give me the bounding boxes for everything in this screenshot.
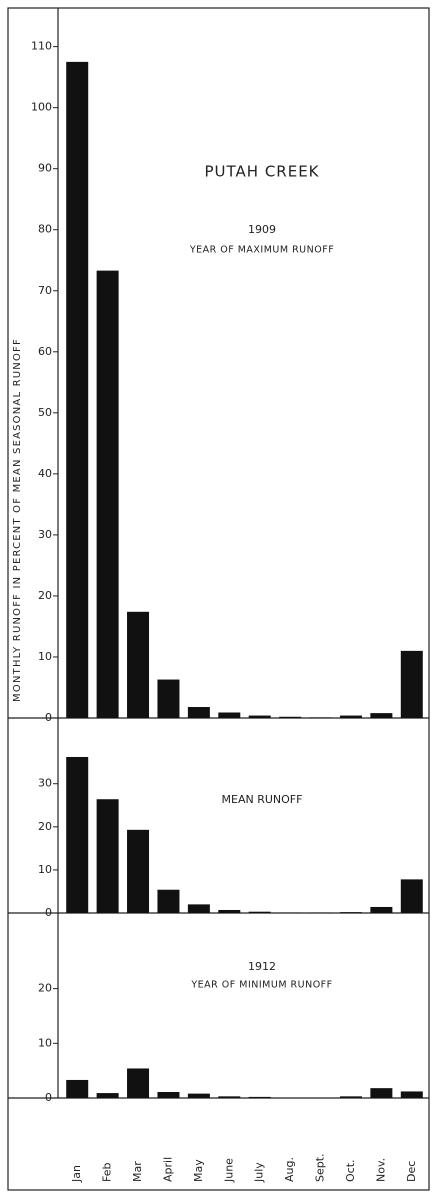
panel-subtitle: 1909 (248, 223, 276, 236)
bar (96, 799, 119, 913)
bar (66, 1079, 89, 1098)
panel-caption: YEAR OF MINIMUM RUNOFF (190, 980, 332, 991)
x-tick-label: May (192, 1159, 205, 1182)
y-tick-label: 0 (45, 711, 52, 724)
bar (400, 1091, 423, 1098)
bar (370, 1088, 393, 1098)
x-tick-label: Mar (131, 1161, 144, 1182)
x-tick-label: Sept. (314, 1153, 327, 1182)
bar (248, 715, 271, 718)
y-tick-label: 20 (38, 589, 52, 602)
bar (157, 1091, 180, 1098)
x-tick-label: Oct. (344, 1159, 357, 1182)
bar (187, 707, 210, 718)
bar (218, 712, 241, 718)
bar (400, 879, 423, 913)
x-tick-label: April (161, 1157, 174, 1182)
x-tick-label: July (253, 1162, 266, 1183)
bar (127, 611, 150, 718)
bar (96, 270, 119, 718)
y-tick-label: 10 (38, 863, 52, 876)
bar (370, 713, 393, 718)
bar (157, 889, 180, 913)
bar (218, 909, 241, 913)
y-tick-label: 30 (38, 528, 52, 541)
y-tick-label: 20 (38, 982, 52, 995)
y-axis-label: MONTHLY RUNOFF IN PERCENT OF MEAN SEASON… (12, 338, 23, 702)
bar (66, 61, 89, 718)
y-tick-label: 10 (38, 1036, 52, 1049)
bar (248, 1096, 271, 1098)
x-tick-label: Aug. (283, 1157, 296, 1182)
bar (400, 650, 423, 718)
y-tick-label: 30 (38, 777, 52, 790)
panel-subtitle: 1912 (248, 960, 276, 973)
bar (157, 679, 180, 718)
bar (339, 1096, 362, 1098)
bar (339, 912, 362, 913)
bar (127, 829, 150, 913)
y-tick-label: 50 (38, 406, 52, 419)
bar (66, 756, 89, 913)
bar (370, 906, 393, 913)
panel-subtitle: MEAN RUNOFF (222, 793, 303, 806)
y-tick-label: 0 (45, 906, 52, 919)
bar (187, 1093, 210, 1098)
bar (309, 717, 332, 718)
x-tick-label: Feb (101, 1163, 114, 1182)
x-tick-label: Dec (405, 1161, 418, 1182)
chart-title: PUTAH CREEK (204, 163, 319, 181)
bar (187, 904, 210, 913)
y-tick-label: 40 (38, 467, 52, 480)
y-tick-label: 60 (38, 345, 52, 358)
y-tick-label: 100 (31, 101, 52, 114)
y-tick-label: 0 (45, 1091, 52, 1104)
bar (127, 1068, 150, 1098)
x-tick-label: Jan (70, 1165, 83, 1183)
frame (7, 7, 430, 1191)
y-tick-label: 70 (38, 284, 52, 297)
bar (339, 715, 362, 718)
y-tick-label: 110 (31, 40, 52, 53)
y-tick-label: 10 (38, 650, 52, 663)
x-tick-label: Nov. (374, 1158, 387, 1182)
bar (248, 911, 271, 913)
bar (218, 1096, 241, 1098)
y-tick-label: 90 (38, 162, 52, 175)
x-tick-label: June (222, 1158, 235, 1183)
panel-caption: YEAR OF MAXIMUM RUNOFF (189, 245, 334, 256)
y-tick-label: 80 (38, 223, 52, 236)
bar (279, 716, 302, 718)
bar (96, 1093, 119, 1098)
y-tick-label: 20 (38, 820, 52, 833)
